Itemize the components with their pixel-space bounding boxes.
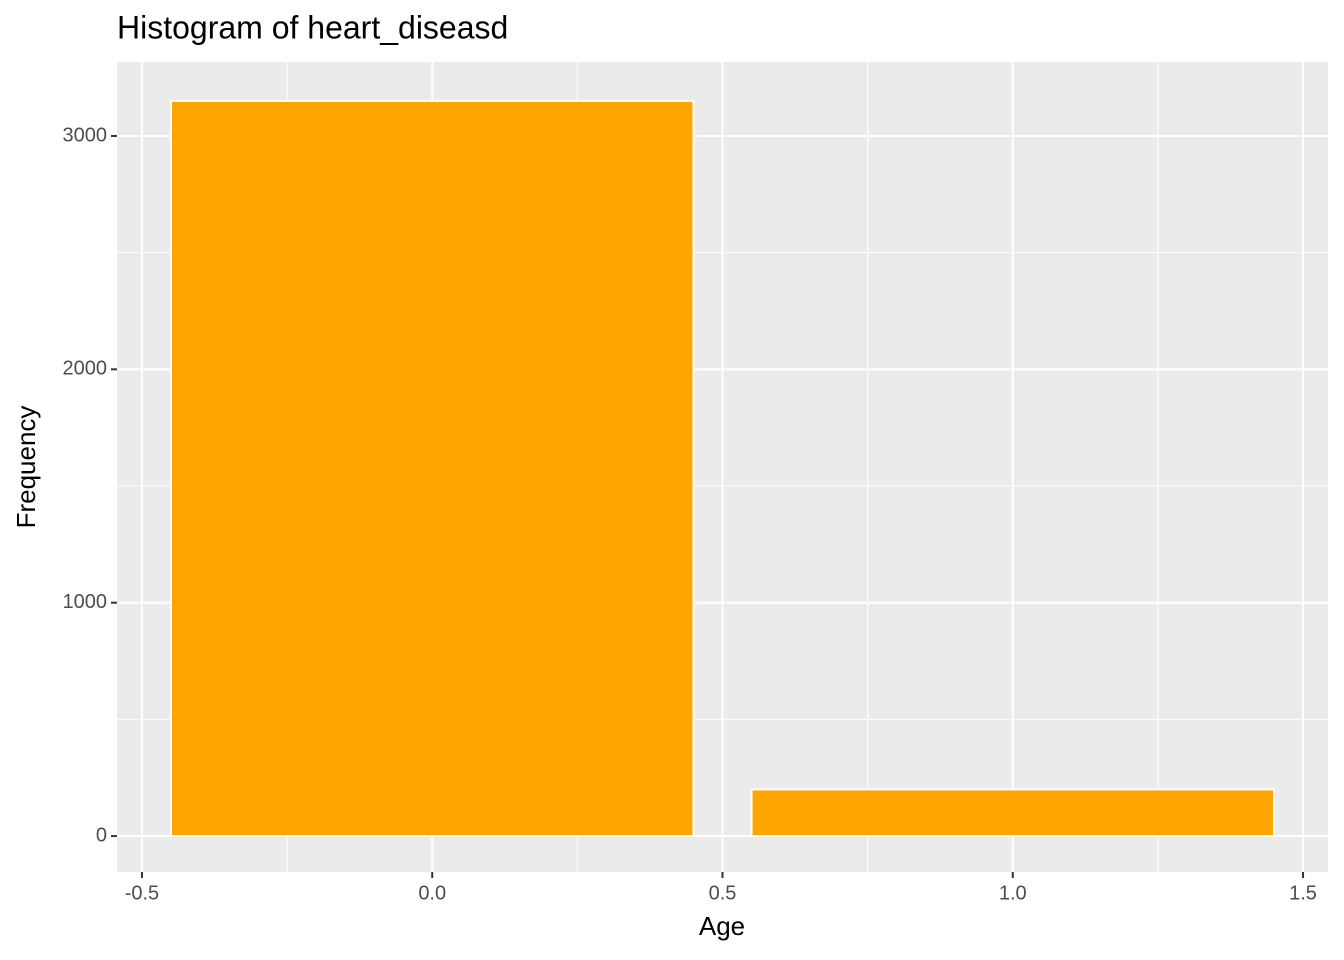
y-tick-label: 0 — [96, 824, 107, 846]
y-tick-label: 1000 — [63, 591, 108, 613]
bar — [169, 99, 695, 838]
y-axis-label: Frequency — [11, 406, 41, 529]
x-tick-label: 1.5 — [1289, 882, 1317, 904]
x-tick-label: 0.5 — [709, 882, 737, 904]
x-tick-label: -0.5 — [125, 882, 159, 904]
x-tick-label: 1.0 — [999, 882, 1027, 904]
y-tick-label: 3000 — [63, 124, 108, 146]
chart-title: Histogram of heart_diseasd — [117, 9, 508, 45]
x-axis-label: Age — [699, 911, 745, 941]
bar — [750, 788, 1276, 838]
y-tick-label: 2000 — [63, 358, 108, 380]
x-tick-label: 0.0 — [418, 882, 446, 904]
